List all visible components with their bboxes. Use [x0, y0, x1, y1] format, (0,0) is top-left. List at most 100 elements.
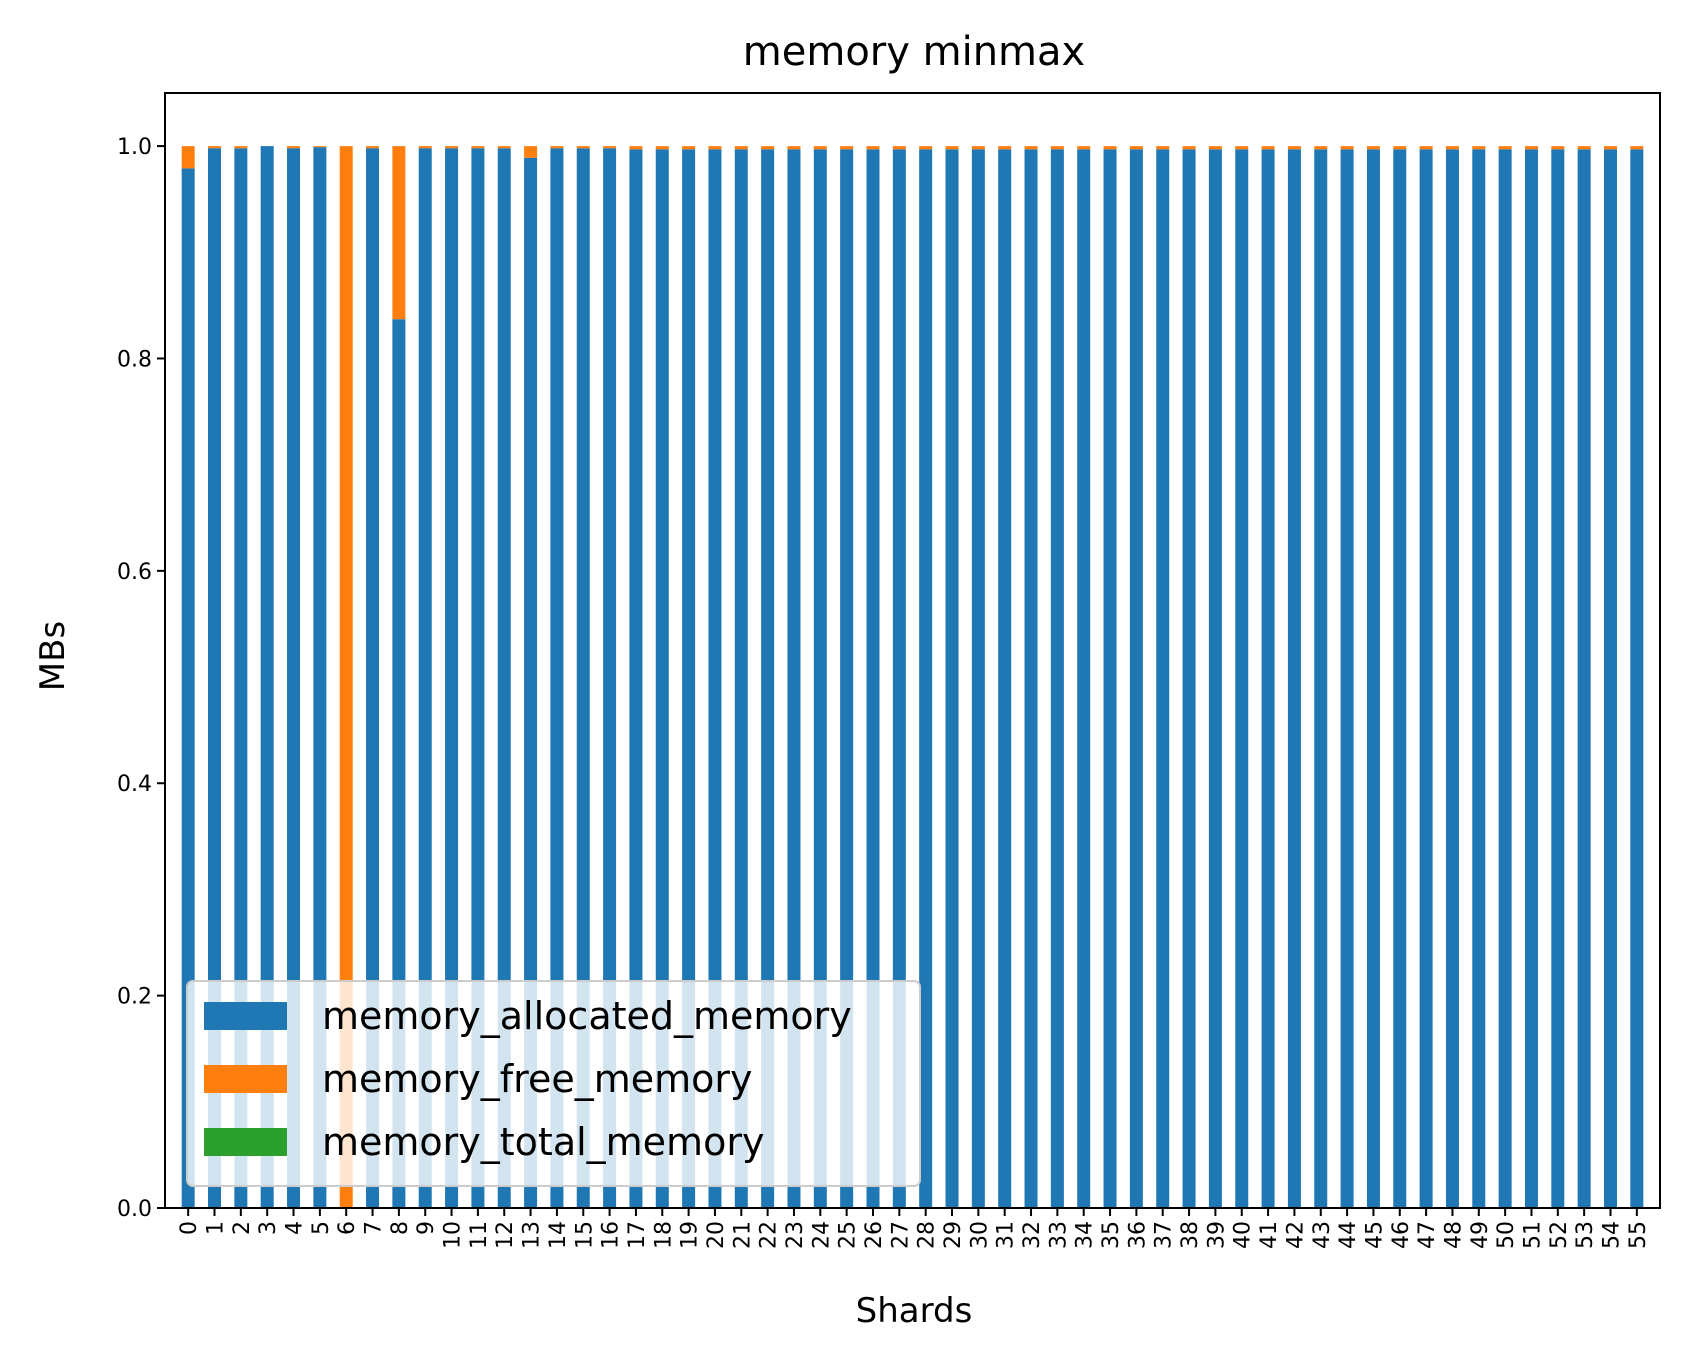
bar-memory_free_memory-18	[655, 146, 669, 150]
x-tick-label: 38	[1178, 1221, 1203, 1249]
bar-memory_free_memory-25	[840, 146, 854, 150]
bar-memory_free_memory-21	[734, 146, 748, 150]
bar-memory_free_memory-48	[1445, 146, 1459, 150]
bar-memory_free_memory-15	[576, 146, 590, 149]
bar-memory_free_memory-14	[550, 146, 564, 149]
bar-memory_allocated_memory-54	[1603, 149, 1617, 1208]
bar-memory_allocated_memory-19	[682, 149, 696, 1208]
bar-memory_allocated_memory-3	[260, 146, 274, 1209]
x-tick-label: 15	[572, 1221, 597, 1249]
bar-memory_allocated_memory-43	[1314, 149, 1328, 1208]
bar-memory_allocated_memory-7	[366, 148, 380, 1209]
y-tick-label: 0.2	[117, 985, 152, 1010]
bar-memory_free_memory-27	[892, 146, 906, 150]
x-tick-label: 7	[362, 1221, 387, 1235]
x-tick-label: 9	[414, 1221, 439, 1235]
bar-memory_free_memory-13	[524, 146, 538, 158]
x-tick-label: 51	[1520, 1221, 1545, 1249]
y-tick-label: 0.8	[117, 347, 152, 372]
x-tick-label: 35	[1099, 1221, 1124, 1249]
bar-memory_allocated_memory-28	[919, 149, 933, 1208]
bar-memory_allocated_memory-30	[971, 149, 985, 1208]
bar-memory_free_memory-33	[1050, 146, 1064, 150]
bar-memory_free_memory-30	[971, 146, 985, 150]
bar-memory_free_memory-40	[1235, 146, 1249, 150]
x-tick-label: 29	[941, 1221, 966, 1249]
x-tick-label: 16	[599, 1221, 624, 1249]
x-axis: 0 1 2 3 4 5 6 7 8 9 10 11 12 13 14 15 16 17 18 19 20 21 22 23 24…	[177, 1208, 1651, 1249]
x-tick-label: 43	[1310, 1221, 1335, 1249]
bar-memory_free_memory-11	[471, 146, 485, 149]
x-tick-label: 17	[625, 1221, 650, 1249]
bar-memory_allocated_memory-9	[418, 148, 432, 1209]
bar-memory_free_memory-45	[1366, 146, 1380, 150]
bars-group	[181, 146, 1644, 1209]
bar-memory_free_memory-0	[181, 146, 195, 169]
bar-memory_allocated_memory-18	[655, 149, 669, 1208]
bar-memory_free_memory-47	[1419, 146, 1433, 150]
x-tick-label: 24	[809, 1221, 834, 1249]
x-tick-label: 48	[1441, 1221, 1466, 1249]
bar-memory_free_memory-12	[497, 146, 511, 149]
bar-memory_allocated_memory-35	[1103, 149, 1117, 1208]
bar-memory_free_memory-36	[1129, 146, 1143, 150]
x-tick-label: 45	[1362, 1221, 1387, 1249]
bar-memory_free_memory-50	[1498, 146, 1512, 150]
bar-memory_allocated_memory-52	[1551, 149, 1565, 1208]
bar-memory_free_memory-9	[418, 146, 432, 149]
bar-memory_allocated_memory-23	[787, 149, 801, 1208]
bar-memory_allocated_memory-24	[813, 149, 827, 1208]
bar-memory_allocated_memory-46	[1393, 149, 1407, 1208]
y-tick-label: 0.6	[117, 560, 152, 585]
bar-memory_allocated_memory-45	[1366, 149, 1380, 1208]
legend-swatch	[204, 1002, 287, 1030]
bar-memory_free_memory-42	[1287, 146, 1301, 150]
legend: memory_allocated_memory memory_free_memor…	[186, 980, 921, 1187]
x-tick-label: 54	[1599, 1221, 1624, 1249]
bar-memory_allocated_memory-1	[208, 148, 222, 1209]
x-tick-label: 36	[1125, 1221, 1150, 1249]
bar-memory_free_memory-26	[866, 146, 880, 150]
bar-memory_allocated_memory-39	[1208, 149, 1222, 1208]
x-tick-label: 20	[704, 1221, 729, 1249]
bar-memory_allocated_memory-0	[181, 168, 195, 1208]
bar-memory_free_memory-16	[603, 146, 617, 149]
bar-memory_free_memory-35	[1103, 146, 1117, 150]
y-axis: 0.0 0.2 0.4 0.6 0.8 1.0	[117, 135, 165, 1222]
legend-box	[186, 980, 921, 1187]
x-tick-label: 12	[493, 1221, 518, 1249]
x-tick-label: 34	[1073, 1221, 1098, 1249]
x-axis-label: Shards	[856, 1291, 973, 1331]
y-tick-label: 0.0	[117, 1197, 152, 1222]
bar-memory_allocated_memory-33	[1050, 149, 1064, 1208]
bar-memory_free_memory-7	[366, 146, 380, 149]
bar-memory_allocated_memory-29	[945, 149, 959, 1208]
bar-memory_free_memory-51	[1524, 146, 1538, 150]
x-tick-label: 30	[967, 1221, 992, 1249]
bar-memory_allocated_memory-31	[998, 149, 1012, 1208]
bar-memory_free_memory-55	[1630, 146, 1644, 150]
x-tick-label: 19	[678, 1221, 703, 1249]
x-tick-label: 3	[256, 1221, 281, 1235]
x-tick-label: 50	[1494, 1221, 1519, 1249]
x-tick-label: 47	[1415, 1221, 1440, 1249]
y-axis-label: MBs	[33, 621, 73, 691]
bar-memory_allocated_memory-34	[1077, 149, 1091, 1208]
x-tick-label: 46	[1389, 1221, 1414, 1249]
bar-memory_allocated_memory-10	[445, 148, 459, 1209]
x-tick-label: 55	[1626, 1221, 1651, 1249]
x-tick-label: 49	[1468, 1221, 1493, 1249]
bar-memory_allocated_memory-26	[866, 149, 880, 1208]
bar-memory_free_memory-2	[234, 146, 248, 149]
bar-memory_free_memory-20	[708, 146, 722, 150]
bar-memory_allocated_memory-17	[629, 149, 643, 1208]
bar-memory_free_memory-41	[1261, 146, 1275, 150]
bar-memory_free_memory-46	[1393, 146, 1407, 150]
x-tick-label: 37	[1152, 1221, 1177, 1249]
bar-memory_allocated_memory-42	[1287, 149, 1301, 1208]
bar-memory_allocated_memory-47	[1419, 149, 1433, 1208]
bar-memory_free_memory-28	[919, 146, 933, 150]
bar-memory_free_memory-34	[1077, 146, 1091, 150]
bar-memory_allocated_memory-13	[524, 157, 538, 1208]
